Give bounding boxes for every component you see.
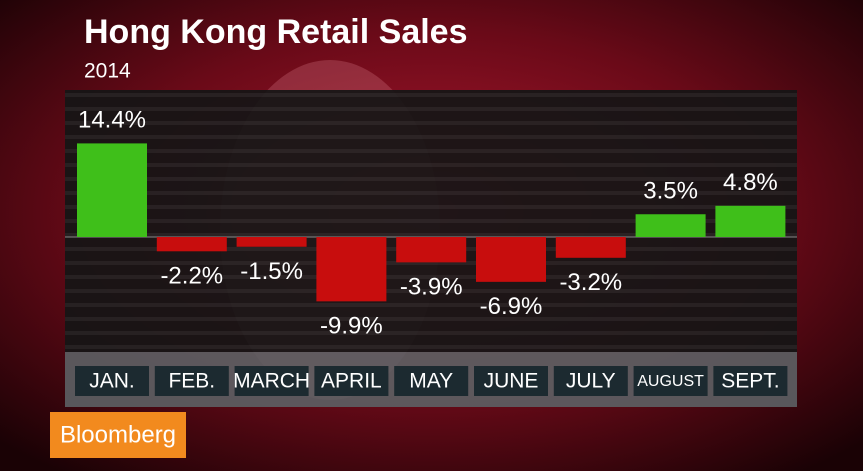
x-tick-label: APRIL bbox=[321, 370, 382, 393]
brand-box bbox=[50, 412, 186, 458]
bar bbox=[316, 237, 387, 302]
data-label: -3.9% bbox=[400, 274, 463, 301]
bar bbox=[555, 237, 626, 258]
data-label: -6.9% bbox=[480, 293, 543, 320]
category-box bbox=[633, 366, 708, 396]
category-box bbox=[553, 366, 628, 396]
data-label: 14.4% bbox=[78, 107, 146, 134]
category-box bbox=[154, 366, 229, 396]
x-tick-label: JULY bbox=[566, 370, 616, 393]
x-tick-label: AUGUST bbox=[637, 373, 704, 390]
x-tick-label: MARCH bbox=[233, 370, 310, 393]
x-tick-label: FEB. bbox=[168, 370, 215, 393]
category-box bbox=[474, 366, 548, 396]
category-box bbox=[234, 366, 309, 396]
category-box bbox=[394, 366, 469, 396]
bar bbox=[396, 237, 467, 263]
x-tick-label: JAN. bbox=[89, 370, 135, 393]
data-label: -2.2% bbox=[160, 263, 223, 290]
data-label: -1.5% bbox=[240, 258, 303, 285]
data-label: 3.5% bbox=[643, 178, 698, 205]
bar bbox=[236, 237, 307, 247]
bar bbox=[715, 205, 786, 237]
x-tick-label: MAY bbox=[409, 370, 453, 393]
data-label: -9.9% bbox=[320, 313, 383, 340]
data-label: -3.2% bbox=[559, 269, 622, 296]
data-label: 4.8% bbox=[723, 169, 778, 196]
chart-subtitle: 2014 bbox=[84, 60, 131, 83]
category-box bbox=[314, 366, 389, 396]
bar bbox=[635, 214, 706, 237]
bar bbox=[156, 237, 227, 252]
bar bbox=[77, 143, 147, 237]
category-box bbox=[713, 366, 788, 396]
brand-logo: Bloomberg bbox=[60, 421, 176, 448]
chart-title: Hong Kong Retail Sales bbox=[84, 13, 468, 51]
x-tick-label: SEPT. bbox=[721, 370, 779, 393]
bar bbox=[476, 237, 546, 282]
category-box bbox=[75, 366, 149, 396]
x-tick-label: JUNE bbox=[484, 370, 539, 393]
